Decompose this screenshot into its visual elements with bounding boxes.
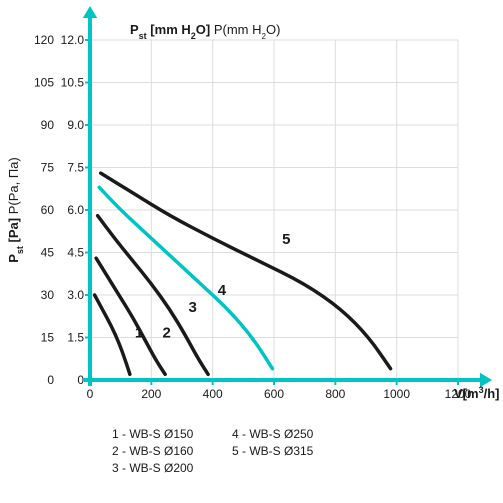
y2-tick-label: 12.0	[61, 33, 85, 47]
x-axis-title: V[m3/h]	[454, 385, 499, 401]
series-curve-4	[99, 187, 272, 368]
x-tick-label: 600	[264, 387, 284, 401]
x-tick-label: 800	[325, 387, 345, 401]
y1-tick-label: 45	[41, 246, 55, 260]
y1-axis-title: Pst [Pa] P(Pa, Па)	[6, 157, 25, 263]
legend-item-3: 3 - WB-S Ø200	[112, 461, 194, 475]
y2-tick-label: 7.5	[67, 161, 84, 175]
legend-item-1: 1 - WB-S Ø150	[112, 427, 194, 441]
y1-tick-label: 90	[41, 118, 55, 132]
y2-tick-label: 6.0	[67, 203, 84, 217]
y1-tick-label: 30	[41, 288, 55, 302]
x-tick-label: 0	[87, 387, 94, 401]
y2-tick-label: 10.5	[61, 76, 85, 90]
y2-tick-label: 0	[77, 373, 84, 387]
legend-item-5: 5 - WB-S Ø315	[232, 444, 314, 458]
y1-tick-label: 15	[41, 331, 55, 345]
y2-axis-title: Pst [mm H2O] P(mm H2O)	[130, 22, 280, 41]
y1-tick-label: 0	[47, 373, 54, 387]
y2-tick-label: 1.5	[67, 331, 84, 345]
series-label-2: 2	[162, 325, 170, 342]
y2-tick-label: 3.0	[67, 288, 84, 302]
series-label-4: 4	[218, 282, 227, 299]
y1-tick-label: 75	[41, 161, 55, 175]
x-tick-label: 200	[141, 387, 161, 401]
performance-chart: 015304560759010512001.53.04.56.07.59.010…	[0, 0, 503, 503]
y1-tick-label: 120	[34, 33, 54, 47]
y2-tick-label: 4.5	[67, 246, 84, 260]
y2-tick-label: 9.0	[67, 118, 84, 132]
series-label-5: 5	[282, 231, 290, 248]
x-tick-label: 1000	[383, 387, 410, 401]
legend-item-4: 4 - WB-S Ø250	[232, 427, 314, 441]
y1-tick-label: 105	[34, 76, 54, 90]
legend-item-2: 2 - WB-S Ø160	[112, 444, 194, 458]
series-label-3: 3	[189, 299, 197, 316]
x-tick-label: 400	[203, 387, 223, 401]
y-axis-arrow	[83, 6, 97, 18]
y1-tick-label: 60	[41, 203, 55, 217]
